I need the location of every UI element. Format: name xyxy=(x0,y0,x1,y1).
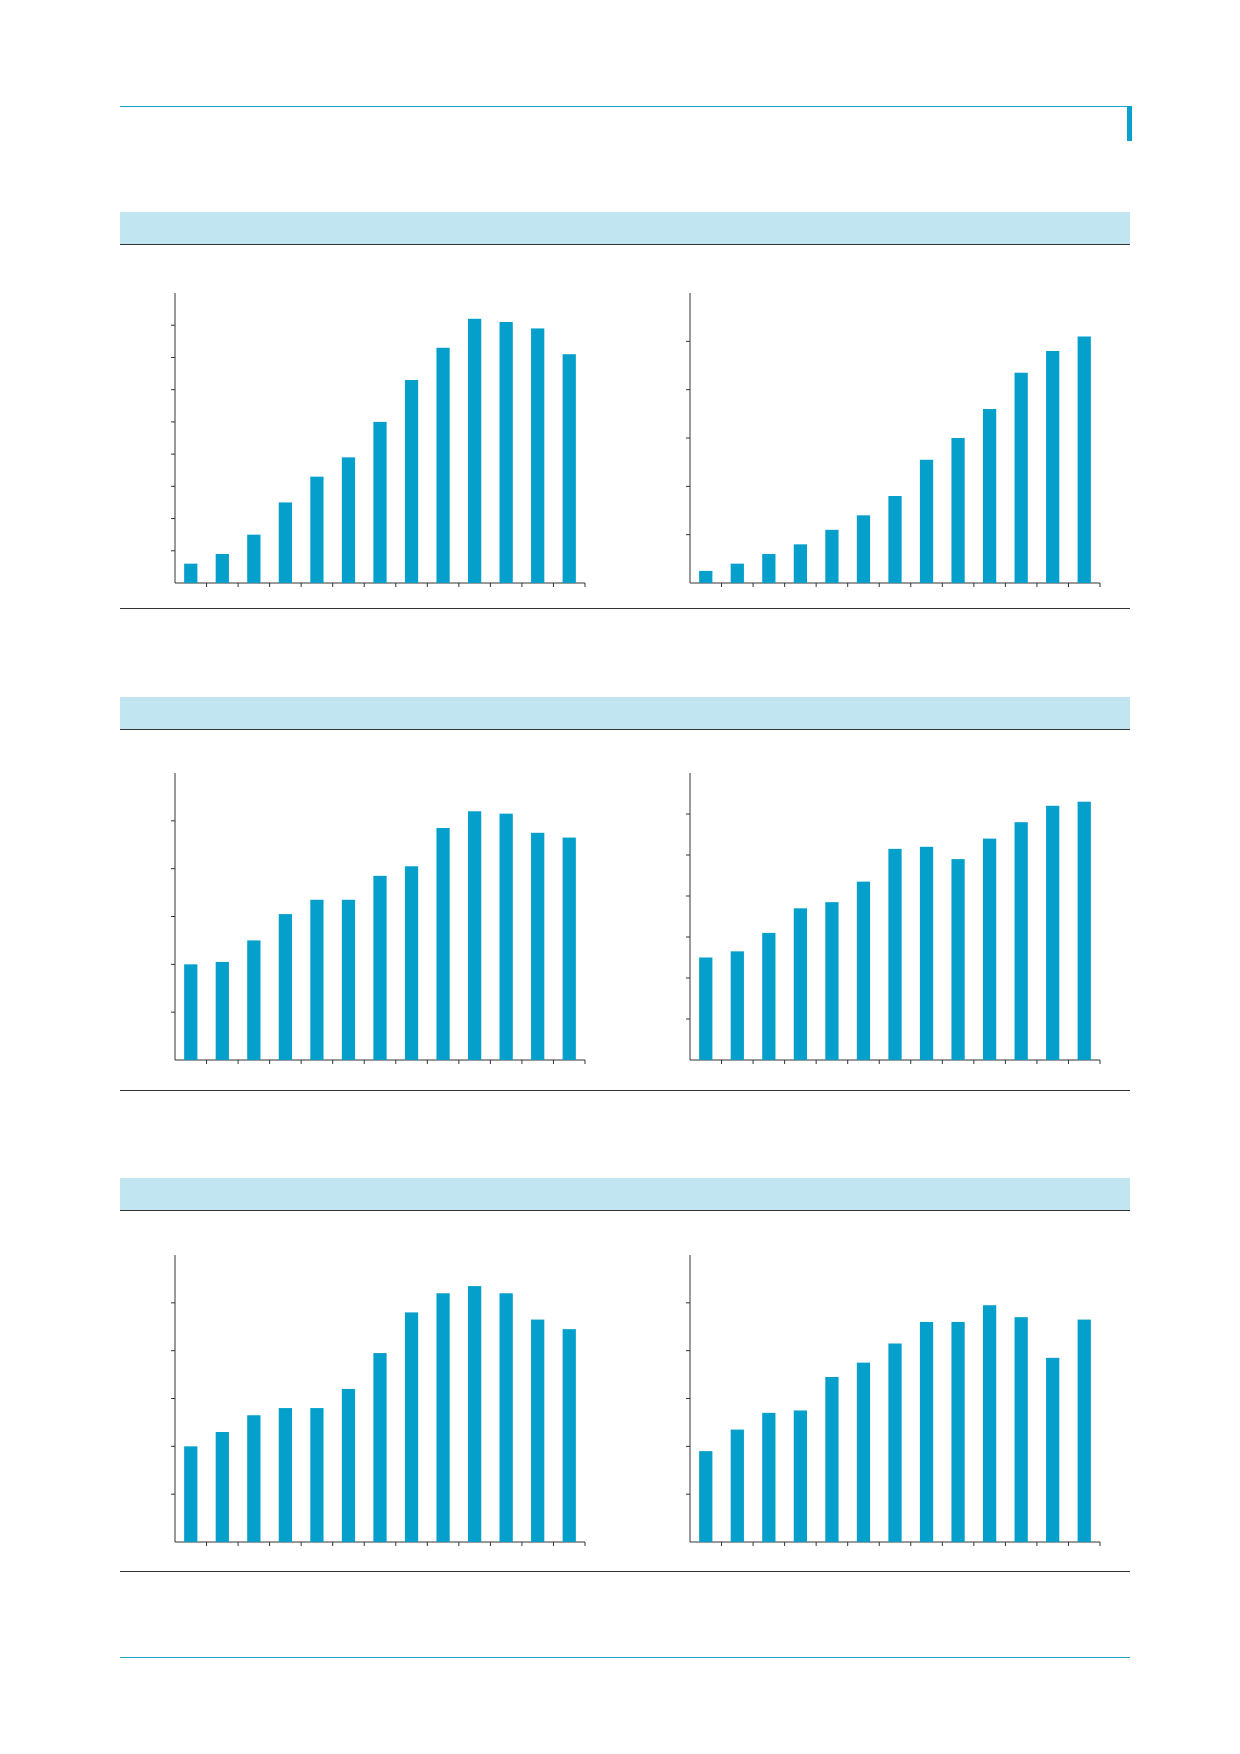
bar xyxy=(699,1451,713,1542)
footer-rule xyxy=(120,1657,1130,1658)
bar xyxy=(531,832,545,1060)
bar xyxy=(951,859,965,1060)
bar xyxy=(919,1321,934,1542)
bar-chart-2 xyxy=(686,293,1101,587)
bar xyxy=(310,1408,324,1542)
bar xyxy=(499,813,513,1060)
bar xyxy=(730,563,744,583)
bar xyxy=(982,838,997,1060)
bar xyxy=(919,846,934,1060)
bar xyxy=(1077,1319,1091,1542)
section-band xyxy=(120,212,1130,244)
bar xyxy=(310,899,324,1060)
bar xyxy=(1046,1357,1060,1542)
bar xyxy=(825,902,839,1060)
bar xyxy=(310,476,324,583)
bar xyxy=(699,570,713,583)
bar xyxy=(341,1388,356,1542)
bar-chart-5 xyxy=(171,1255,586,1546)
bar xyxy=(762,554,776,583)
bar xyxy=(919,459,934,583)
bar xyxy=(499,322,513,583)
bar xyxy=(825,1376,839,1542)
section-band xyxy=(120,697,1130,729)
bar xyxy=(951,1321,965,1542)
bar xyxy=(467,811,482,1060)
bar xyxy=(1014,822,1028,1060)
bar xyxy=(856,881,871,1060)
bar xyxy=(215,961,229,1060)
bar xyxy=(184,563,198,583)
bar xyxy=(278,502,293,583)
bar xyxy=(1046,351,1060,583)
section-band-rule xyxy=(120,244,1130,245)
bar xyxy=(1077,336,1091,583)
bar xyxy=(278,1408,293,1542)
bar xyxy=(373,1353,387,1542)
bar xyxy=(215,1431,229,1542)
bar xyxy=(762,932,776,1060)
bar xyxy=(467,318,482,583)
bar xyxy=(531,328,545,583)
bar-chart-1 xyxy=(171,293,586,587)
bar xyxy=(467,1286,482,1542)
section-bottom-rule xyxy=(120,1090,1130,1091)
bar xyxy=(856,1362,871,1542)
bar xyxy=(341,457,356,583)
bar xyxy=(951,438,965,583)
header-accent-mark xyxy=(1127,106,1132,141)
bar xyxy=(699,957,713,1060)
bar xyxy=(404,380,419,583)
bar xyxy=(278,914,293,1060)
bar xyxy=(373,875,387,1060)
bar xyxy=(184,1446,198,1542)
bar xyxy=(982,1305,997,1542)
bar-chart-6 xyxy=(686,1255,1101,1546)
bar xyxy=(730,951,744,1060)
header-rule xyxy=(120,106,1130,107)
section-band xyxy=(120,1178,1130,1210)
bar xyxy=(499,1293,513,1542)
bar xyxy=(982,409,997,583)
bar xyxy=(184,964,198,1060)
bar xyxy=(436,347,450,583)
bar xyxy=(856,515,871,583)
bar xyxy=(404,866,419,1060)
bar xyxy=(562,354,576,583)
bar xyxy=(404,1312,419,1542)
bar xyxy=(215,554,229,583)
bar xyxy=(373,421,387,583)
bar xyxy=(436,1293,450,1542)
bar xyxy=(1014,1317,1028,1542)
bar xyxy=(888,1343,902,1542)
section-bottom-rule xyxy=(120,608,1130,609)
bar xyxy=(730,1429,744,1542)
bar xyxy=(531,1319,545,1542)
bar xyxy=(762,1412,776,1542)
bar xyxy=(247,1415,261,1542)
section-band-rule xyxy=(120,729,1130,730)
bar xyxy=(793,544,808,583)
bar xyxy=(247,940,261,1060)
bar-chart-3 xyxy=(171,773,586,1064)
bar xyxy=(341,899,356,1060)
bar xyxy=(888,848,902,1060)
bar xyxy=(247,534,261,583)
bar xyxy=(793,1410,808,1542)
bar xyxy=(1014,372,1028,583)
section-band-rule xyxy=(120,1210,1130,1211)
bar xyxy=(825,529,839,583)
bar xyxy=(562,1329,576,1542)
bar xyxy=(562,837,576,1060)
bar-chart-4 xyxy=(686,773,1101,1064)
bar xyxy=(436,828,450,1060)
bar xyxy=(793,908,808,1060)
bar xyxy=(888,496,902,583)
bar xyxy=(1046,805,1060,1060)
section-bottom-rule xyxy=(120,1571,1130,1572)
bar xyxy=(1077,801,1091,1060)
